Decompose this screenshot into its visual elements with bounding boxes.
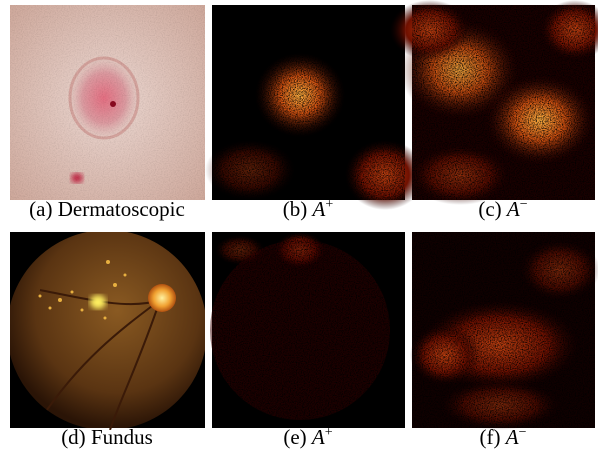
caption: (c) A−: [478, 197, 527, 221]
caption-superscript: +: [325, 425, 333, 440]
caption: (b) A+: [283, 197, 334, 221]
caption-superscript: −: [520, 197, 528, 212]
caption-text: Dermatoscopic: [58, 197, 185, 221]
caption-label: (b): [283, 197, 308, 221]
caption-label: (d): [61, 425, 86, 449]
image-attribution-negative: [390, 0, 598, 205]
caption-label: (a): [29, 197, 52, 221]
caption-label: (f): [480, 425, 501, 449]
caption-symbol: A: [505, 197, 520, 221]
image-fundus: [10, 232, 205, 430]
caption-superscript: +: [325, 197, 333, 212]
body: (a) Dermatoscopic(b) A+(c) A−(d) Fundus(…: [0, 0, 598, 458]
caption: (a) Dermatoscopic: [29, 197, 185, 221]
caption-label: (c): [478, 197, 501, 221]
image-attribution-negative: [410, 232, 598, 430]
caption-label: (e): [283, 425, 306, 449]
image-attribution-positive: [210, 232, 405, 428]
caption: (d) Fundus: [61, 425, 153, 449]
caption-symbol: A: [504, 425, 519, 449]
caption-symbol: A: [311, 197, 326, 221]
caption-superscript: −: [519, 425, 527, 440]
caption: (e) A+: [283, 425, 332, 449]
page: {"figure":{"panels":[ {"caption":{"label…: [0, 0, 598, 458]
caption: (f) A−: [480, 425, 527, 449]
caption-text: Fundus: [91, 425, 153, 449]
figure: (a) Dermatoscopic(b) A+(c) A−(d) Fundus(…: [0, 0, 598, 458]
caption-symbol: A: [310, 425, 325, 449]
image-dermatoscopic: [10, 5, 205, 200]
